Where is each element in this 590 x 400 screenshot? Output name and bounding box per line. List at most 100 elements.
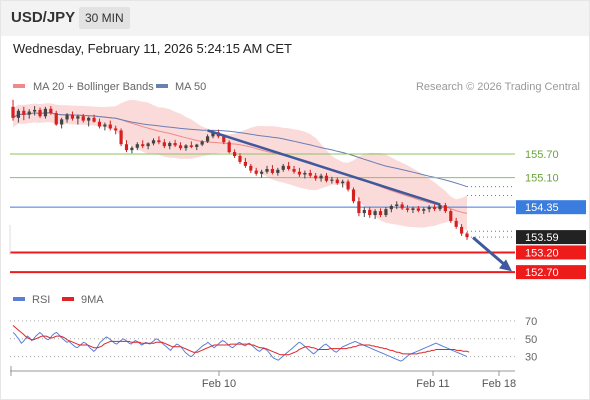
watermark-text: Research © 2026 Trading Central <box>416 81 580 93</box>
candle-body <box>422 209 426 211</box>
candle-body <box>276 169 280 173</box>
candle-body <box>151 140 156 144</box>
candle-body <box>411 208 415 210</box>
forecast-arrowhead <box>499 259 512 272</box>
legend-swatch-ma20 <box>13 84 25 88</box>
candle-body <box>449 211 453 221</box>
candle-body <box>395 204 399 206</box>
pivot-tag <box>516 200 586 215</box>
candle-body <box>43 108 48 117</box>
candle-body <box>87 117 91 121</box>
candle-body <box>314 175 318 179</box>
candle-body <box>130 147 134 151</box>
candle-body <box>141 144 145 147</box>
legend-label: MA 20 + Bollinger Bands <box>33 81 154 93</box>
legend-label: 9MA <box>81 294 104 306</box>
symbol-label: USD/JPY <box>11 9 76 26</box>
legend-label: MA 50 <box>175 81 206 93</box>
candle-body <box>60 119 64 125</box>
candle-body <box>76 116 80 119</box>
candle-body <box>319 175 323 179</box>
candle-body <box>432 207 437 210</box>
candle-body <box>368 209 372 216</box>
candle-body <box>178 145 183 149</box>
candle-body <box>108 124 112 129</box>
datetime-label: Wednesday, February 11, 2026 5:24:15 AM … <box>13 41 292 56</box>
support-tag <box>516 265 586 280</box>
candle-body <box>243 161 248 166</box>
candle-body <box>416 208 420 211</box>
candle-body <box>119 130 123 145</box>
candle-body <box>97 121 102 127</box>
legend-swatch-9ma <box>62 297 74 301</box>
candle-body <box>270 169 275 173</box>
candle-body <box>443 205 447 212</box>
candle-body <box>168 143 172 147</box>
candle-body <box>351 189 356 202</box>
support-label: 153.20 <box>525 247 559 259</box>
candle-body <box>81 116 85 121</box>
candle-body <box>33 109 37 112</box>
candle-body <box>357 201 361 214</box>
candle-body <box>341 181 345 184</box>
bollinger-band <box>13 99 467 232</box>
candle-body <box>227 142 231 153</box>
forecast-arrow <box>472 236 506 267</box>
x-tick-label: Feb 10 <box>202 378 236 390</box>
candle-body <box>238 156 242 162</box>
legend-swatch-rsi <box>13 297 25 301</box>
rsi-ma-line <box>12 325 470 356</box>
x-tick-label: Feb 18 <box>482 378 516 390</box>
candle-body <box>54 113 58 125</box>
candle-body <box>281 165 285 170</box>
candle-body <box>92 117 96 122</box>
candle-body <box>173 143 177 146</box>
candle-body <box>184 145 188 149</box>
rsi-tick-label: 70 <box>525 316 537 328</box>
candle-body <box>459 226 464 234</box>
candle-body <box>438 205 442 210</box>
candle-body <box>254 170 258 174</box>
candle-body <box>124 144 129 151</box>
candle-body <box>211 132 215 137</box>
candle-body <box>162 142 166 147</box>
resistance-label: 155.10 <box>525 173 559 185</box>
candle-body <box>232 152 237 157</box>
timeframe-button[interactable]: 30 MIN <box>79 7 130 29</box>
support-tag <box>516 245 586 260</box>
candle-body <box>335 179 339 184</box>
pivot-label: 154.35 <box>525 202 559 214</box>
rsi-tick-label: 50 <box>525 334 537 346</box>
last-price-label: 153.59 <box>525 232 559 244</box>
candle-body <box>427 207 431 210</box>
candle-body <box>146 143 150 147</box>
candle-body <box>222 136 226 143</box>
candle-body <box>38 109 42 117</box>
candle-body <box>200 141 204 145</box>
candle-body <box>389 206 393 210</box>
candle-body <box>103 124 107 127</box>
candle-body <box>292 169 296 172</box>
candle-body <box>346 181 350 190</box>
candle-body <box>22 110 26 115</box>
candle-body <box>11 106 15 118</box>
last-price-tag <box>516 230 586 245</box>
candle-body <box>362 209 366 214</box>
candle-body <box>384 209 388 216</box>
candle-body <box>205 136 210 142</box>
candle-body <box>405 208 410 210</box>
candle-body <box>189 145 193 147</box>
x-tick-label: Feb 11 <box>416 378 449 390</box>
candle-body <box>297 171 302 175</box>
candle-body <box>400 204 404 209</box>
candle-body <box>195 144 199 147</box>
candle-body <box>287 165 291 169</box>
candle-body <box>49 108 53 114</box>
candle-body <box>324 175 329 181</box>
candle-body <box>454 220 458 227</box>
candle-body <box>265 169 269 172</box>
candle-body <box>465 233 469 238</box>
legend-swatch-ma50 <box>156 84 168 88</box>
candle-body <box>330 179 334 181</box>
